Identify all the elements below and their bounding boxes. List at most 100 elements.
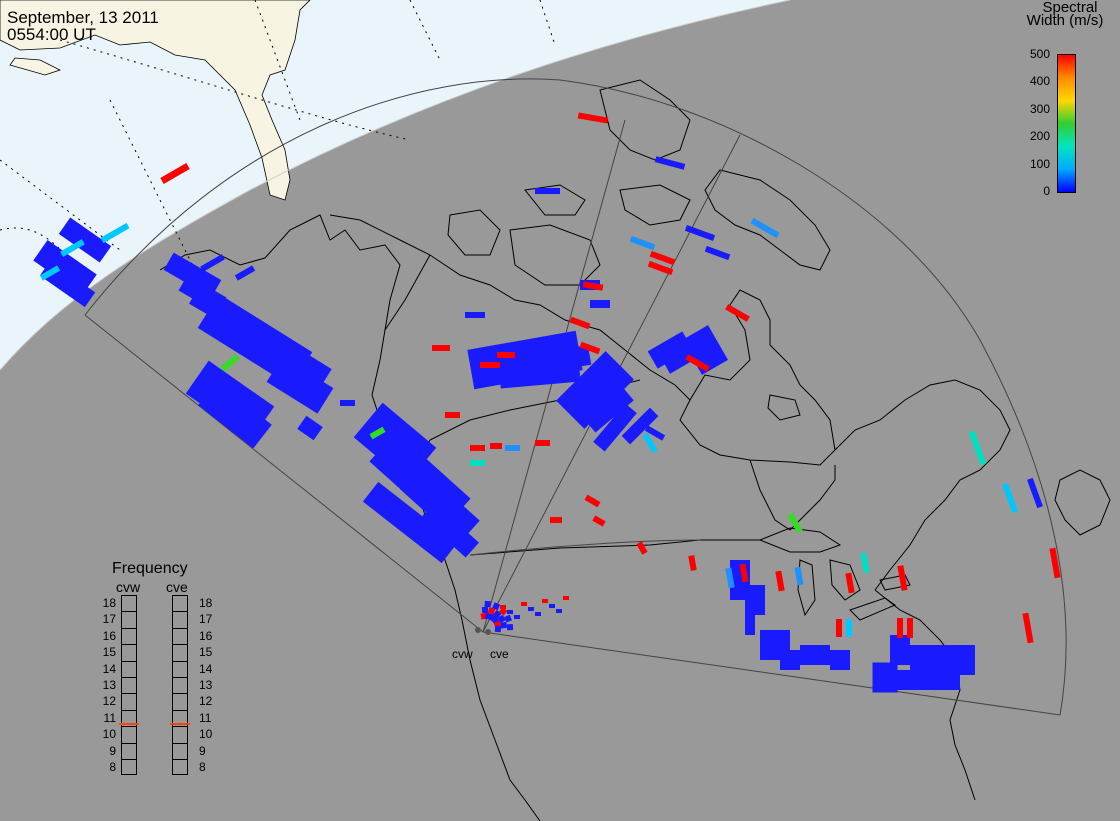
scatter-cluster: [528, 344, 592, 376]
scatter-cell: [535, 440, 550, 446]
frequency-level-label: 10: [102, 727, 116, 742]
frequency-level-label: 12: [199, 694, 213, 709]
frequency-level-label: 9: [199, 743, 206, 758]
scatter-cell: [846, 619, 852, 637]
scatter-cell: [647, 260, 674, 276]
scatter-cluster: [297, 415, 323, 441]
frequency-level-label: 11: [199, 710, 212, 725]
frequency-indicator-cvw: [119, 722, 139, 725]
coast-hudson-bay: [679, 289, 836, 466]
scatter-cell: [860, 552, 870, 574]
scatter-cell: [1002, 482, 1018, 514]
great-lake-huron: [829, 559, 861, 601]
frequency-gridline: [172, 677, 188, 678]
scatter-cell: [160, 162, 190, 185]
colorbar-title-line2: Width (m/s): [1026, 12, 1104, 29]
frequency-gridline: [121, 644, 137, 646]
scatter-cell: [340, 400, 355, 406]
scatter-cell: [775, 570, 785, 592]
site-label-cve: cve: [490, 647, 509, 661]
colorbar-tick-label: 0: [1043, 184, 1050, 198]
frequency-level-label: 8: [109, 760, 116, 774]
scatter-cell: [579, 341, 601, 355]
radar-site-cve[interactable]: [485, 629, 491, 635]
scatter-cell: [39, 265, 61, 281]
grid-lon-3: [254, 0, 301, 121]
scatter-cell: [704, 245, 731, 261]
scatter-cell: [794, 566, 804, 586]
scatter-cell: [432, 345, 450, 351]
frequency-gridline: [121, 742, 137, 744]
daylight-land-greenland: [0, 0, 311, 201]
scatter-cell: [636, 541, 648, 555]
scatter-nearrange-cell: [514, 615, 520, 619]
scatter-cluster: [800, 645, 830, 665]
frequency-gridline: [172, 644, 188, 646]
scatter-cell: [470, 460, 485, 466]
scatter-cluster: [400, 467, 480, 543]
coastlines: [159, 79, 1111, 821]
scatter-cluster: [576, 377, 634, 433]
scatter-cell: [1027, 477, 1043, 509]
site-label-cvw: cvw: [452, 647, 473, 661]
scatter-cell: [200, 254, 225, 272]
scatter-cell: [480, 362, 500, 368]
scatter-nearrange-cell: [528, 607, 534, 611]
radar-site-cvw[interactable]: [475, 627, 481, 633]
frequency-level-label: 13: [102, 678, 116, 692]
daylight-ocean: [0, 0, 790, 370]
frequency-gridline: [172, 660, 188, 662]
frequency-gridline: [172, 627, 188, 629]
frequency-gridline: [172, 709, 188, 711]
scatter-cluster: [780, 650, 800, 670]
border-us-canada: [469, 539, 760, 556]
scatter-nearrange-cell: [535, 612, 541, 616]
colorbar-tick-label: 400: [1029, 74, 1050, 89]
scatter-cell: [642, 432, 658, 454]
frequency-gridline: [172, 726, 188, 728]
scatter-cell: [739, 563, 749, 583]
great-lake-superior: [758, 527, 842, 553]
scatter-cell: [725, 304, 750, 322]
scatter-cell: [100, 222, 130, 244]
frequency-gridline: [172, 759, 188, 760]
scatter-cell: [654, 156, 686, 170]
scatter-cell: [836, 619, 842, 637]
scatter-nearrange-cell: [500, 605, 506, 609]
scatter-cell: [569, 316, 591, 330]
scatter-cluster: [198, 381, 272, 449]
scatter-cell: [684, 225, 716, 241]
scatter-cell: [629, 235, 656, 251]
frequency-level-label: 15: [199, 645, 213, 660]
frequency-indicator-cve: [170, 722, 190, 725]
frequency-level-label: 16: [102, 628, 116, 643]
scatter-cluster: [362, 481, 458, 564]
scatter-cluster: [421, 502, 479, 558]
scatter-cluster: [499, 366, 581, 389]
colorbar-tick-label: 500: [1029, 47, 1050, 61]
scatter-cell: [685, 354, 710, 372]
great-lake-erie: [849, 597, 897, 621]
scatter-cluster: [890, 635, 910, 665]
frequency-level-label: 18: [199, 596, 213, 610]
scatter-cell: [445, 412, 460, 418]
scatter-cell: [845, 572, 855, 594]
frequency-level-label: 9: [109, 743, 116, 758]
scatter-cluster: [682, 325, 728, 375]
frequency-level-label: 10: [199, 727, 213, 742]
fov-inner-arc: [469, 539, 701, 556]
scatter-cluster: [590, 300, 610, 308]
scatter-cell: [897, 618, 903, 638]
colorbar-tick-label: 100: [1029, 156, 1050, 171]
frequency-column-cve: [172, 595, 188, 776]
island-melville: [524, 184, 586, 216]
scatter-cell: [535, 188, 560, 194]
scatter-cell: [369, 426, 386, 440]
frequency-level-label: 15: [102, 645, 116, 660]
frequency-level-label: 13: [199, 678, 213, 692]
scatter-nearrange-cell: [492, 602, 501, 611]
scatter-cell: [497, 352, 515, 358]
grid-lon-2: [539, 0, 556, 46]
scatter-cell: [897, 565, 908, 591]
frequency-level-label: 17: [199, 612, 213, 627]
